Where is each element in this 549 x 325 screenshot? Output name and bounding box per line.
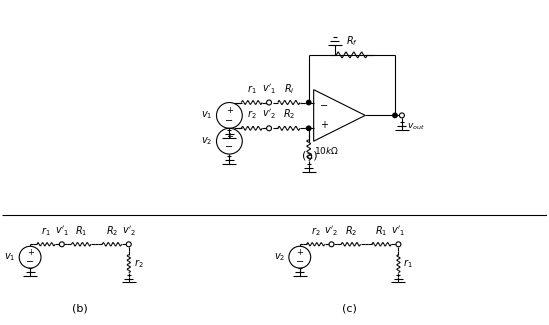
Text: $v'_2$: $v'_2$ bbox=[324, 225, 339, 238]
Circle shape bbox=[329, 242, 334, 247]
Text: +: + bbox=[320, 120, 328, 130]
Text: $v_1$: $v_1$ bbox=[4, 251, 15, 263]
Text: $R_1$: $R_1$ bbox=[75, 225, 87, 238]
Text: $v'_1$: $v'_1$ bbox=[262, 82, 276, 96]
Circle shape bbox=[396, 242, 401, 247]
Text: $r_2$: $r_2$ bbox=[247, 109, 256, 121]
Text: $r_2$: $r_2$ bbox=[311, 226, 321, 238]
Text: $R_1$: $R_1$ bbox=[376, 225, 388, 238]
Text: (b): (b) bbox=[71, 304, 87, 314]
Text: +: + bbox=[226, 132, 233, 140]
Circle shape bbox=[267, 126, 272, 131]
Text: $R_f$: $R_f$ bbox=[346, 34, 358, 48]
Text: +: + bbox=[296, 248, 303, 257]
Text: $R_2$: $R_2$ bbox=[106, 225, 118, 238]
Text: $r_1$: $r_1$ bbox=[247, 83, 256, 96]
Circle shape bbox=[400, 113, 405, 118]
Text: −: − bbox=[225, 142, 233, 152]
Text: $v'_2$: $v'_2$ bbox=[122, 225, 136, 238]
Circle shape bbox=[59, 242, 64, 247]
Text: $r_1$: $r_1$ bbox=[404, 257, 413, 270]
Text: $R_2$: $R_2$ bbox=[283, 108, 295, 121]
Text: $v_2$: $v_2$ bbox=[273, 251, 285, 263]
Text: $v_{out}$: $v_{out}$ bbox=[407, 121, 425, 132]
Text: $v'_2$: $v'_2$ bbox=[262, 108, 276, 121]
Text: −: − bbox=[320, 101, 328, 111]
Text: −: − bbox=[296, 257, 304, 267]
Text: $v'_1$: $v'_1$ bbox=[391, 225, 406, 238]
Text: $R_i$: $R_i$ bbox=[284, 82, 294, 96]
Circle shape bbox=[306, 126, 311, 130]
Text: (c): (c) bbox=[341, 304, 356, 314]
Text: −: − bbox=[26, 257, 34, 267]
Circle shape bbox=[306, 100, 311, 105]
Text: +: + bbox=[226, 106, 233, 115]
Text: (a): (a) bbox=[302, 150, 317, 160]
Text: $v_2$: $v_2$ bbox=[201, 135, 212, 147]
Text: $v'_1$: $v'_1$ bbox=[55, 225, 69, 238]
Circle shape bbox=[393, 113, 397, 118]
Circle shape bbox=[267, 100, 272, 105]
Text: $v_1$: $v_1$ bbox=[201, 110, 212, 121]
Text: $10k\Omega$: $10k\Omega$ bbox=[313, 145, 339, 156]
Text: $R_2$: $R_2$ bbox=[345, 225, 357, 238]
Circle shape bbox=[126, 242, 131, 247]
Text: −: − bbox=[225, 116, 233, 126]
Text: +: + bbox=[27, 248, 33, 257]
Text: $r_2$: $r_2$ bbox=[134, 257, 143, 270]
Text: $r_1$: $r_1$ bbox=[41, 226, 51, 238]
